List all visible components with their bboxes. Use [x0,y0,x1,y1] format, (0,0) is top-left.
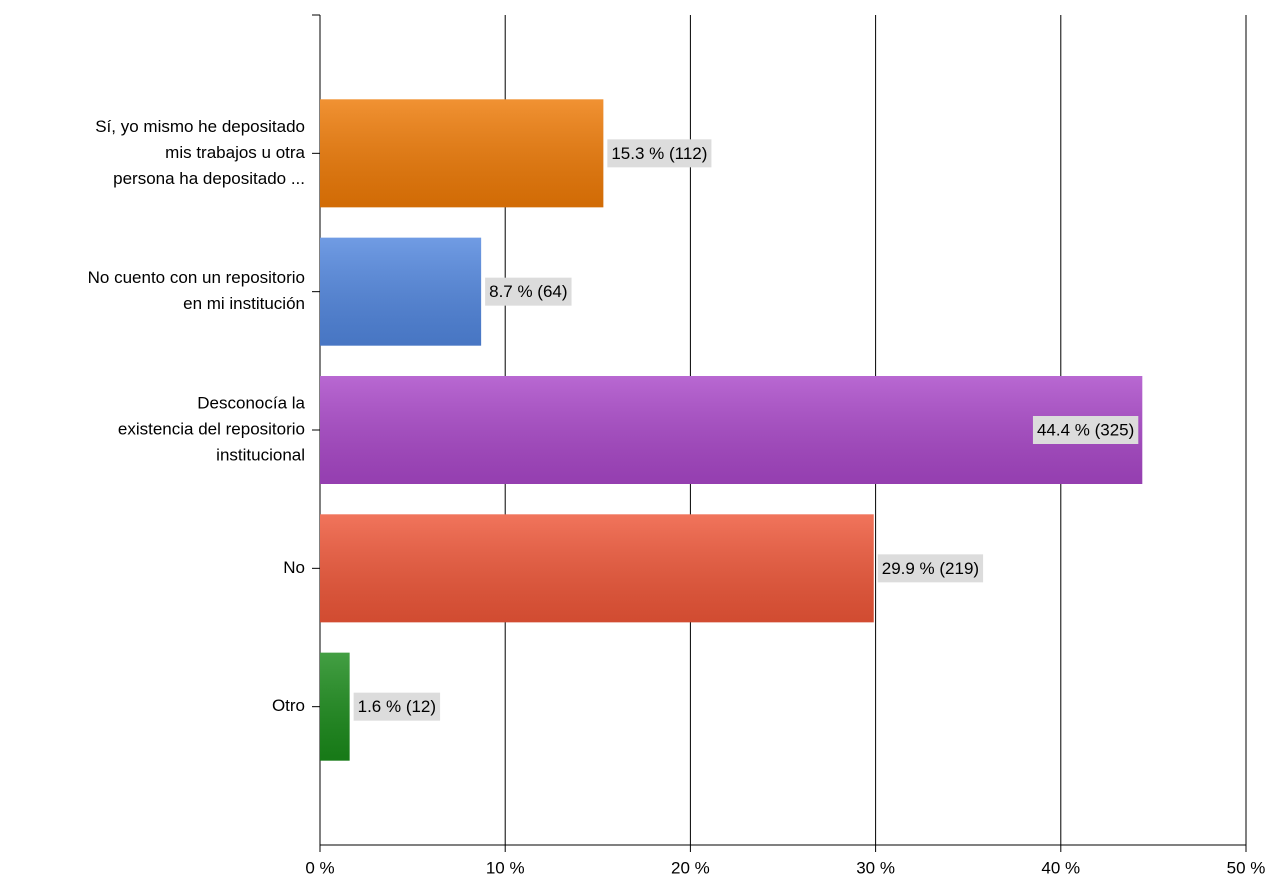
x-tick-label: 40 % [1041,858,1080,877]
y-tick-label: mis trabajos u otra [165,143,305,162]
x-tick-label: 50 % [1227,858,1266,877]
y-tick-label: No cuento con un repositorio [88,268,305,287]
value-label: 15.3 % (112) [611,144,707,163]
bar-shading [320,514,874,623]
y-tick-label: institucional [216,445,305,464]
x-tick-label: 20 % [671,858,710,877]
value-label-box [485,277,572,306]
bar-shading [320,652,350,761]
y-tick-label: No [283,558,305,577]
y-tick-label: en mi institución [183,294,305,313]
x-tick-label: 30 % [856,858,895,877]
y-tick-label: Desconocía la [197,393,305,412]
value-label: 29.9 % (219) [882,559,979,578]
y-tick-label: Sí, yo mismo he depositado [95,117,305,136]
bar-shading [320,237,482,346]
value-label: 1.6 % (12) [358,697,436,716]
y-tick-label: Otro [272,696,305,715]
y-tick-label: existencia del repositorio [118,419,305,438]
bar-shading [320,376,1143,484]
value-label: 44.4 % (325) [1037,420,1134,439]
x-tick-label: 0 % [305,858,334,877]
y-tick-label: persona ha depositado ... [113,169,305,188]
value-label-box [353,692,441,721]
bar-shading [320,99,604,208]
value-label-box [877,554,984,583]
x-tick-label: 10 % [486,858,525,877]
value-label-box [1032,416,1139,444]
value-label: 8.7 % (64) [489,282,567,301]
value-label-box [607,139,712,168]
